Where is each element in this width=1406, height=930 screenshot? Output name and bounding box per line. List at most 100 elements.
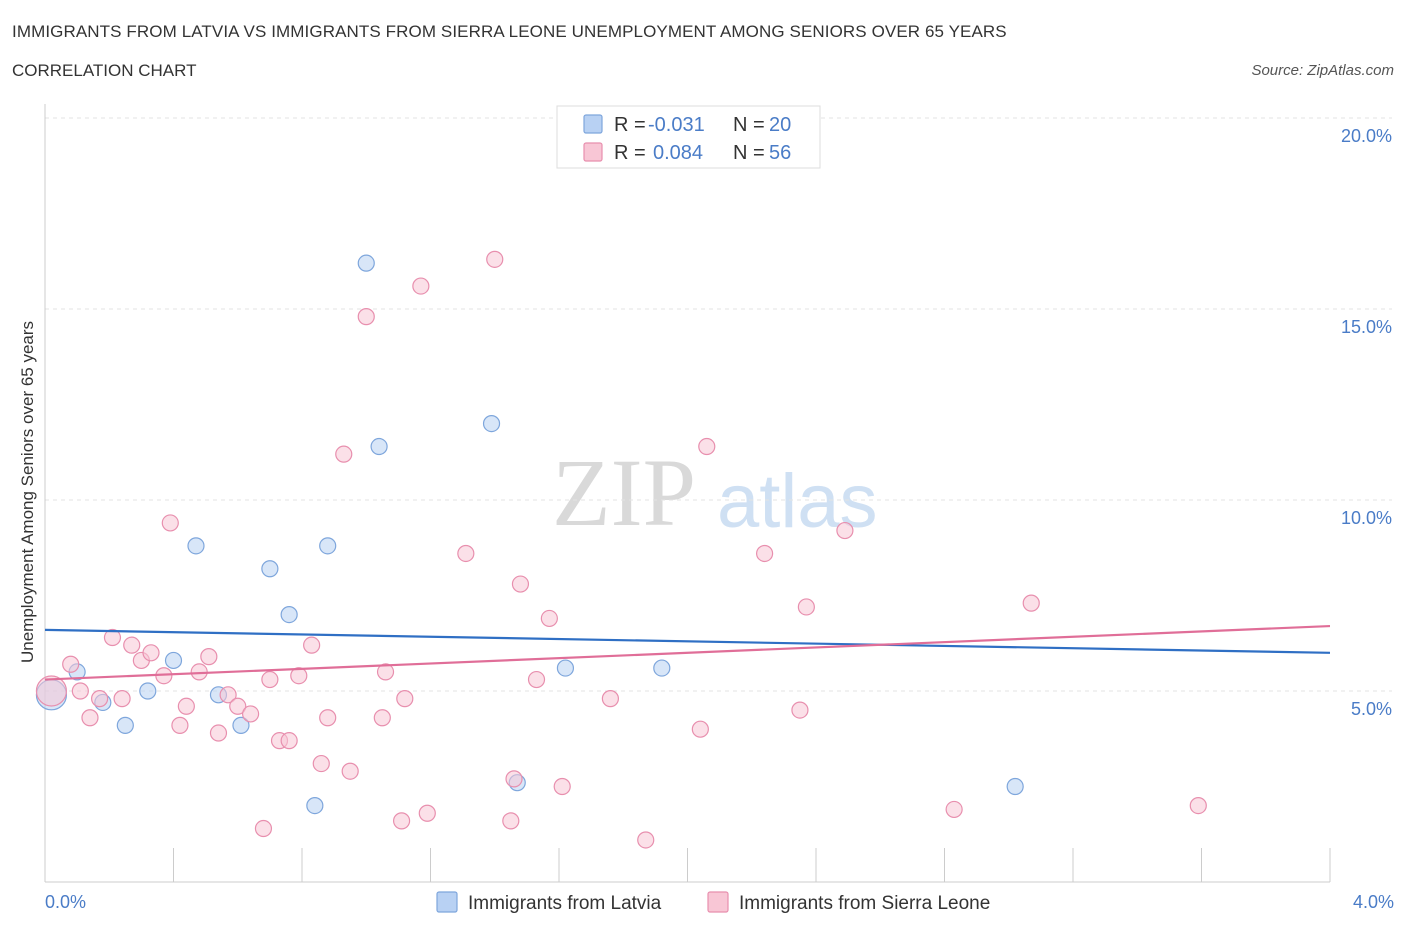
correlation-legend: R = -0.031 N = 20 R = 0.084 N = 56 <box>556 105 821 169</box>
point-sierra <box>502 812 520 830</box>
point-latvia <box>1006 777 1024 796</box>
point-sierra <box>691 720 709 738</box>
legend-n-label-sierra: N = <box>733 142 765 164</box>
point-sierra <box>1189 796 1207 815</box>
y-tick-label: 20.0% <box>1341 126 1392 146</box>
point-latvia <box>139 682 157 700</box>
point-latvia <box>187 537 205 555</box>
point-sierra <box>113 690 131 708</box>
point-sierra <box>836 521 854 540</box>
y-tick-labels: 5.0% 10.0% 15.0% 20.0% <box>1341 126 1392 719</box>
point-sierra <box>755 544 774 563</box>
x-tick-label-min: 0.0% <box>45 892 86 912</box>
point-sierra <box>418 804 436 822</box>
point-sierra <box>527 670 546 689</box>
point-latvia <box>280 605 298 624</box>
watermark-zip: ZIP <box>552 439 696 546</box>
trend-lines <box>44 624 1331 681</box>
point-sierra <box>290 667 308 685</box>
legend-swatch-sierra <box>583 142 603 162</box>
point-latvia <box>357 254 375 272</box>
y-tick-label: 10.0% <box>1341 508 1392 528</box>
point-sierra <box>457 544 475 563</box>
point-sierra <box>319 709 337 727</box>
legend-n-value-sierra: 56 <box>769 142 791 164</box>
series-legend-label-latvia: Immigrants from Latvia <box>468 893 662 914</box>
point-sierra <box>103 628 122 647</box>
watermark: ZIP atlas <box>552 439 878 546</box>
point-latvia <box>653 659 671 677</box>
point-sierra <box>209 724 228 742</box>
series-legend-label-sierra: Immigrants from Sierra Leone <box>739 893 990 914</box>
point-sierra <box>161 514 179 532</box>
point-sierra <box>254 819 273 838</box>
point-sierra <box>312 754 330 773</box>
point-sierra <box>142 644 160 662</box>
series-legend-swatch-latvia <box>436 891 458 913</box>
point-sierra <box>303 636 321 654</box>
legend-r-label-sierra: R = <box>614 142 646 164</box>
point-sierra <box>511 575 530 593</box>
point-sierra <box>335 445 353 463</box>
series-legend: Immigrants from Latvia Immigrants from S… <box>436 891 990 914</box>
point-sierra <box>601 690 620 708</box>
point-sierra <box>486 250 504 268</box>
point-sierra <box>797 598 815 616</box>
point-latvia <box>482 415 501 433</box>
point-latvia <box>232 716 250 734</box>
point-sierra <box>945 800 963 819</box>
legend-r-label-latvia: R = <box>614 114 646 136</box>
point-sierra <box>392 812 411 830</box>
series-legend-swatch-sierra <box>707 891 729 913</box>
point-sierra <box>698 437 716 456</box>
point-sierra <box>261 670 279 689</box>
x-tick-labels: 0.0% 4.0% <box>45 892 1394 912</box>
point-sierra <box>341 762 359 780</box>
point-sierra <box>280 732 298 750</box>
point-sierra <box>412 277 430 295</box>
y-tick-label: 15.0% <box>1341 317 1392 337</box>
point-sierra <box>376 663 395 681</box>
point-sierra <box>200 648 218 666</box>
point-sierra <box>396 690 414 708</box>
point-sierra <box>540 609 558 628</box>
point-latvia <box>556 659 575 677</box>
point-sierra <box>242 705 260 723</box>
point-sierra <box>373 709 391 727</box>
point-sierra <box>1022 594 1040 612</box>
point-sierra <box>177 697 195 715</box>
point-sierra <box>81 709 99 727</box>
point-sierra <box>553 777 571 796</box>
y-axis-title: Unemployment Among Seniors over 65 years <box>18 321 37 663</box>
point-latvia <box>116 716 134 734</box>
point-sierra <box>791 701 809 719</box>
source-label: Source: ZipAtlas.com <box>1251 62 1394 79</box>
legend-n-value-latvia: 20 <box>769 114 791 136</box>
point-sierra <box>123 636 141 654</box>
legend-r-value-latvia: -0.031 <box>648 114 705 136</box>
legend-swatch-latvia <box>583 114 603 134</box>
point-sierra <box>35 675 68 707</box>
trend-line-sierra <box>44 624 1331 681</box>
point-sierra <box>637 831 655 849</box>
point-sierra <box>219 686 237 704</box>
point-latvia <box>370 437 388 456</box>
legend-r-value-sierra: 0.084 <box>653 142 703 164</box>
point-sierra <box>171 716 189 734</box>
axes <box>44 104 1331 883</box>
point-sierra <box>71 682 89 700</box>
point-latvia <box>261 560 279 578</box>
point-latvia <box>319 537 337 555</box>
point-sierra <box>62 655 80 673</box>
point-sierra <box>229 697 247 715</box>
point-sierra <box>357 308 375 326</box>
point-sierra <box>505 770 523 788</box>
data-points <box>35 250 1207 849</box>
point-latvia <box>306 796 324 815</box>
trend-line-latvia <box>44 628 1331 654</box>
chart-title: IMMIGRANTS FROM LATVIA VS IMMIGRANTS FRO… <box>12 22 1007 41</box>
x-tick-label-max: 4.0% <box>1353 892 1394 912</box>
y-tick-label: 5.0% <box>1351 699 1392 719</box>
point-latvia <box>164 651 183 670</box>
